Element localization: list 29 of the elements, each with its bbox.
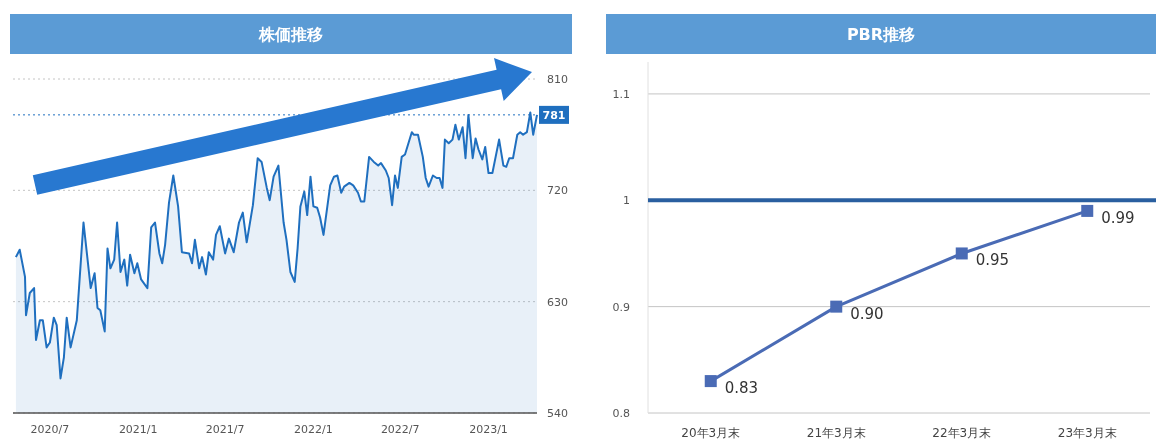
x-tick-label: 2022/1 [294, 423, 333, 436]
chart-title: 株価推移 [258, 25, 323, 44]
y-tick-label: 720 [547, 184, 568, 198]
x-tick-label: 2022/7 [380, 423, 420, 436]
x-tick-label: 23年3月末 [1057, 426, 1117, 440]
y-tick-label: 810 [547, 73, 568, 86]
y-tick-label: 0.9 [612, 300, 630, 314]
point [955, 247, 968, 260]
x-tick-label: 2023/1 [469, 423, 508, 436]
y-tick-label: 1.1 [612, 87, 630, 101]
x-tick-label: 21年3月末 [806, 426, 866, 440]
y-tick-label: 0.8 [612, 407, 630, 420]
x-tick-label: 2021/1 [118, 423, 158, 436]
data-label: 0.83 [724, 379, 759, 398]
y-tick-label: 630 [547, 295, 568, 309]
x-tick-label: 2021/7 [205, 423, 245, 436]
x-tick-label: 20年3月末 [681, 426, 741, 440]
point [830, 300, 843, 313]
data-label: 0.99 [1101, 208, 1135, 227]
y-tick-label: 1 [623, 194, 630, 208]
point [704, 375, 717, 388]
point [1081, 204, 1094, 217]
x-tick-label: 22年3月末 [932, 426, 992, 440]
data-label: 0.95 [975, 251, 1010, 270]
ref-line-label: 781 [542, 108, 566, 122]
chart-title: PBR推移 [846, 25, 916, 44]
y-tick-label: 540 [547, 407, 568, 420]
data-label: 0.90 [850, 304, 884, 323]
x-tick-label: 2020/7 [30, 423, 70, 436]
